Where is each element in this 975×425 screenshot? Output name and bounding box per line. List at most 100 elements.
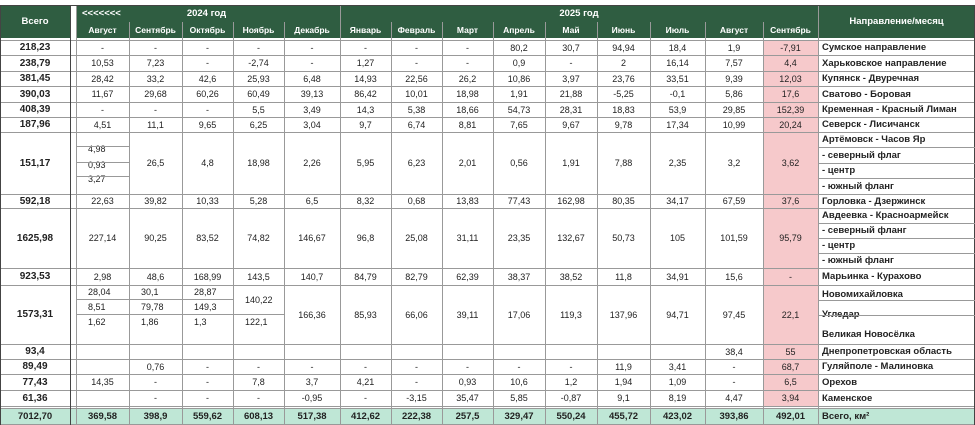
row-value: 50,73	[612, 233, 635, 243]
grid-line	[818, 223, 975, 224]
grid-line	[76, 5, 77, 425]
header-month: Август	[76, 22, 129, 38]
grid-line	[442, 22, 443, 425]
row-value	[493, 344, 545, 359]
row-value: 9,65	[198, 119, 217, 130]
row-subvalue: 30,1	[141, 287, 159, 297]
row-direction: Днепропетровская область	[822, 346, 952, 357]
row-value: 3,97	[562, 73, 580, 84]
row-value: 28,42	[91, 73, 114, 84]
row-value	[545, 344, 597, 359]
row-value: 55	[785, 346, 796, 357]
row-value: 3,62	[781, 158, 800, 168]
row-value: -	[310, 42, 314, 53]
row-value: 1,27	[356, 58, 375, 68]
footer-value: 398,9	[143, 411, 168, 422]
grid-line	[0, 285, 975, 286]
grid-line	[763, 22, 764, 425]
row-value: 18,4	[668, 42, 687, 53]
row-total: 61,36	[22, 392, 48, 404]
row-value: 6,48	[303, 73, 321, 84]
row-total: 381,45	[19, 73, 51, 84]
row-subvalue: 1,3	[194, 317, 207, 327]
row-value: 9,67	[562, 119, 580, 130]
row-total: 592,18	[19, 195, 51, 207]
row-value	[233, 344, 284, 359]
row-direction-part: Артёмовск - Часов Яр	[822, 134, 926, 146]
row-value: 42,6	[198, 73, 217, 84]
grid-line	[545, 22, 546, 425]
row-value: 7,57	[725, 58, 743, 68]
row-value: 0,9	[512, 58, 526, 68]
row-value: 4,8	[201, 158, 214, 168]
row-value: -	[466, 42, 469, 53]
row-value: 26,2	[458, 73, 477, 84]
row-value: -	[364, 361, 367, 372]
grid-line	[233, 22, 234, 425]
row-value: 18,66	[456, 104, 479, 115]
footer-value: 423,02	[662, 411, 693, 422]
row-value: 60,49	[247, 89, 270, 99]
header-month: Январь	[340, 22, 391, 38]
row-value: 5,85	[510, 393, 528, 403]
row-subvalue: 149,3	[194, 302, 217, 312]
row-value: 68,7	[781, 361, 800, 372]
row-value: 152,39	[776, 104, 805, 115]
row-value: 17,34	[666, 119, 689, 130]
grid-line	[705, 22, 706, 425]
row-direction-part: Новомихайловка	[822, 289, 903, 301]
row-total: 238,79	[19, 57, 51, 69]
row-value: 23,35	[507, 233, 531, 243]
row-value: 28,31	[559, 104, 583, 115]
header-direction: Направление/месяц	[818, 5, 975, 38]
row-value: -	[310, 361, 314, 372]
row-value: -	[732, 361, 736, 372]
row-value: 7,88	[614, 158, 633, 168]
row-value: 1,09	[668, 377, 687, 387]
row-value: 39,11	[456, 309, 479, 320]
row-direction-part: - северный флаг	[822, 149, 901, 161]
grid-line	[818, 147, 975, 148]
grid-line	[650, 22, 651, 425]
footer-label: Всего, км²	[822, 411, 870, 422]
row-subvalue: 3,27	[88, 173, 106, 184]
row-direction: Купянск - Двуречная	[822, 73, 920, 84]
row-value: 10,86	[507, 73, 531, 84]
row-value: 25,93	[247, 73, 270, 84]
row-subvalue: 1,86	[141, 317, 159, 327]
row-value: 3,2	[727, 158, 741, 168]
row-value: -	[154, 104, 157, 115]
row-direction-part: Авдеевка - Красноармейск	[822, 210, 949, 221]
header-2024-band	[76, 5, 340, 22]
grid-line	[0, 344, 975, 345]
row-value: 39,13	[300, 89, 324, 99]
row-value: 119,3	[560, 309, 582, 320]
row-value: 3,7	[305, 377, 319, 387]
row-value: 22,56	[405, 73, 428, 84]
row-value: 0,68	[407, 196, 426, 206]
grid-line	[0, 117, 975, 118]
row-value: 4,47	[725, 393, 743, 403]
row-value: 137,96	[609, 309, 638, 320]
row-value: 2,26	[303, 158, 321, 168]
row-value: -	[154, 42, 157, 53]
row-direction-part: - центр	[822, 165, 856, 177]
row-value: 2,98	[93, 271, 112, 282]
row-value: 7,23	[146, 58, 165, 68]
row-value: 11,1	[147, 119, 164, 130]
row-value: 67,59	[722, 196, 746, 206]
footer-value: 393,86	[719, 411, 749, 422]
row-total: 93,4	[25, 346, 45, 357]
row-total: 1625,98	[16, 232, 54, 244]
row-value	[340, 344, 391, 359]
row-value: 3,41	[668, 361, 687, 372]
row-direction-part: - центр	[822, 240, 856, 251]
row-value: 8,19	[668, 393, 687, 403]
row-value: 2,01	[458, 158, 477, 168]
row-value: 101,59	[720, 233, 748, 243]
footer-value: 369,58	[87, 411, 118, 422]
grid-line	[76, 299, 233, 300]
row-value: 15,6	[725, 271, 743, 282]
row-value: 132,67	[557, 233, 585, 243]
